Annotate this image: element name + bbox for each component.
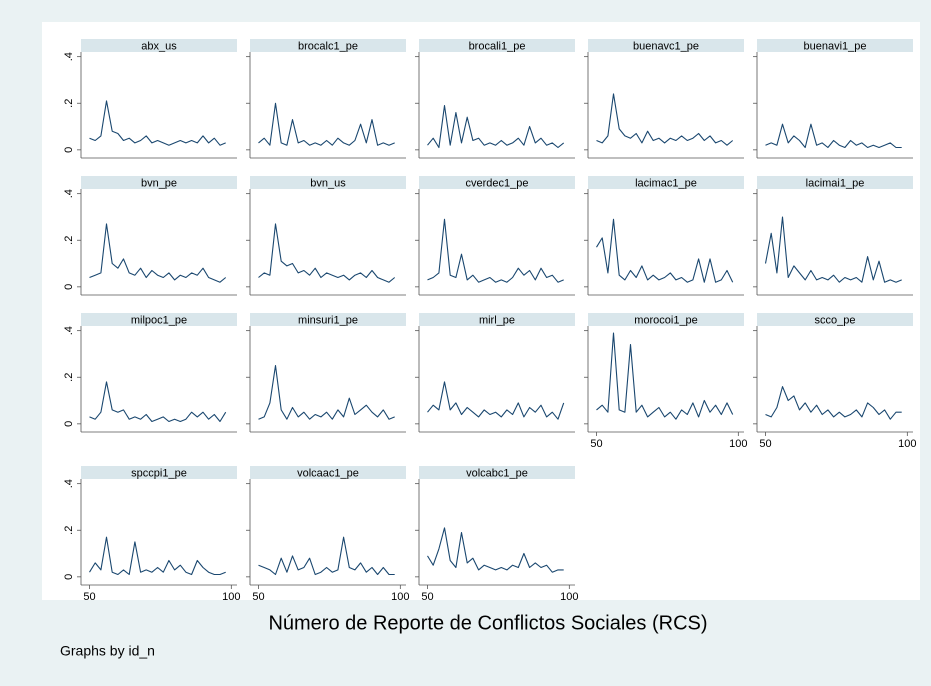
y-tick-label: .2 (63, 526, 75, 535)
panel-strip (588, 313, 744, 326)
series-line (427, 381, 565, 420)
panel-title: spccpi1_pe (131, 467, 187, 479)
series-line (596, 218, 734, 283)
x-tick-label: 100 (222, 591, 240, 603)
y-tick-label: 0 (63, 147, 75, 153)
panel-strip (419, 176, 575, 189)
panel-strip (81, 313, 237, 326)
panel-title: volcabc1_pe (466, 467, 528, 479)
panel-strip (81, 39, 237, 52)
series-line (427, 105, 565, 149)
x-tick-label: 100 (391, 591, 409, 603)
series-line (596, 332, 734, 420)
panel-strip (588, 39, 744, 52)
y-tick-label: .4 (63, 189, 75, 198)
panel-title: brocalc1_pe (298, 40, 358, 52)
panel-title: brocali1_pe (469, 40, 526, 52)
panel-title: morocoi1_pe (634, 314, 698, 326)
x-tick-label: 50 (421, 591, 433, 603)
panel-strip (757, 176, 913, 189)
y-tick-label: 0 (63, 574, 75, 580)
panel-strip (757, 313, 913, 326)
series-line (258, 223, 396, 283)
panel-strip (419, 39, 575, 52)
x-tick-label: 100 (898, 438, 916, 450)
series-line (765, 123, 902, 149)
panel-strip (757, 39, 913, 52)
x-axis-title: Número de Reporte de Conflictos Sociales… (268, 612, 707, 634)
series-line (89, 223, 227, 283)
series-line (258, 536, 395, 576)
series-line (764, 216, 902, 283)
y-tick-label: .4 (63, 52, 75, 61)
panel-title: volcaac1_pe (297, 467, 359, 479)
panel-title: lacimac1_pe (635, 177, 697, 189)
x-tick-label: 50 (590, 438, 602, 450)
panel-title: mirl_pe (479, 314, 515, 326)
panel-strip (81, 176, 237, 189)
series-line (596, 93, 734, 146)
y-tick-label: .2 (63, 236, 75, 245)
series-line (89, 536, 226, 576)
series-line (258, 102, 395, 146)
series-line (89, 381, 227, 423)
panel-strip (250, 176, 406, 189)
y-tick-label: .2 (63, 99, 75, 108)
panel-strip (588, 176, 744, 189)
panel-strip (250, 466, 406, 479)
note: Graphs by id_n (60, 643, 155, 659)
panel-title: lacimai1_pe (806, 177, 865, 189)
panel-strip (250, 313, 406, 326)
y-tick-label: 0 (63, 421, 75, 427)
y-tick-label: .4 (63, 326, 75, 335)
panel-title: scco_pe (815, 314, 856, 326)
series-line (427, 218, 564, 283)
panel-title: minsuri1_pe (298, 314, 358, 326)
panel-title: cverdec1_pe (466, 177, 529, 189)
panel-strip (419, 466, 575, 479)
x-tick-label: 50 (83, 591, 95, 603)
x-tick-label: 50 (252, 591, 264, 603)
panel-strip (419, 313, 575, 326)
panel-strip (250, 39, 406, 52)
series-line (258, 365, 395, 420)
x-tick-label: 50 (759, 438, 771, 450)
x-tick-label: 100 (560, 591, 578, 603)
series-line (427, 527, 564, 573)
panel-title: bvn_pe (141, 177, 177, 189)
panel-title: buenavc1_pe (633, 40, 699, 52)
y-tick-label: .2 (63, 373, 75, 382)
panel-title: milpoc1_pe (131, 314, 187, 326)
panel-title: abx_us (141, 40, 177, 52)
panel-title: buenavi1_pe (803, 40, 866, 52)
panel-strip (81, 466, 237, 479)
plot-region (42, 22, 920, 600)
y-tick-label: .4 (63, 479, 75, 488)
series-line (89, 100, 226, 146)
x-tick-label: 100 (729, 438, 747, 450)
panel-title: bvn_us (310, 177, 346, 189)
y-tick-label: 0 (63, 284, 75, 290)
series-line (765, 386, 902, 420)
